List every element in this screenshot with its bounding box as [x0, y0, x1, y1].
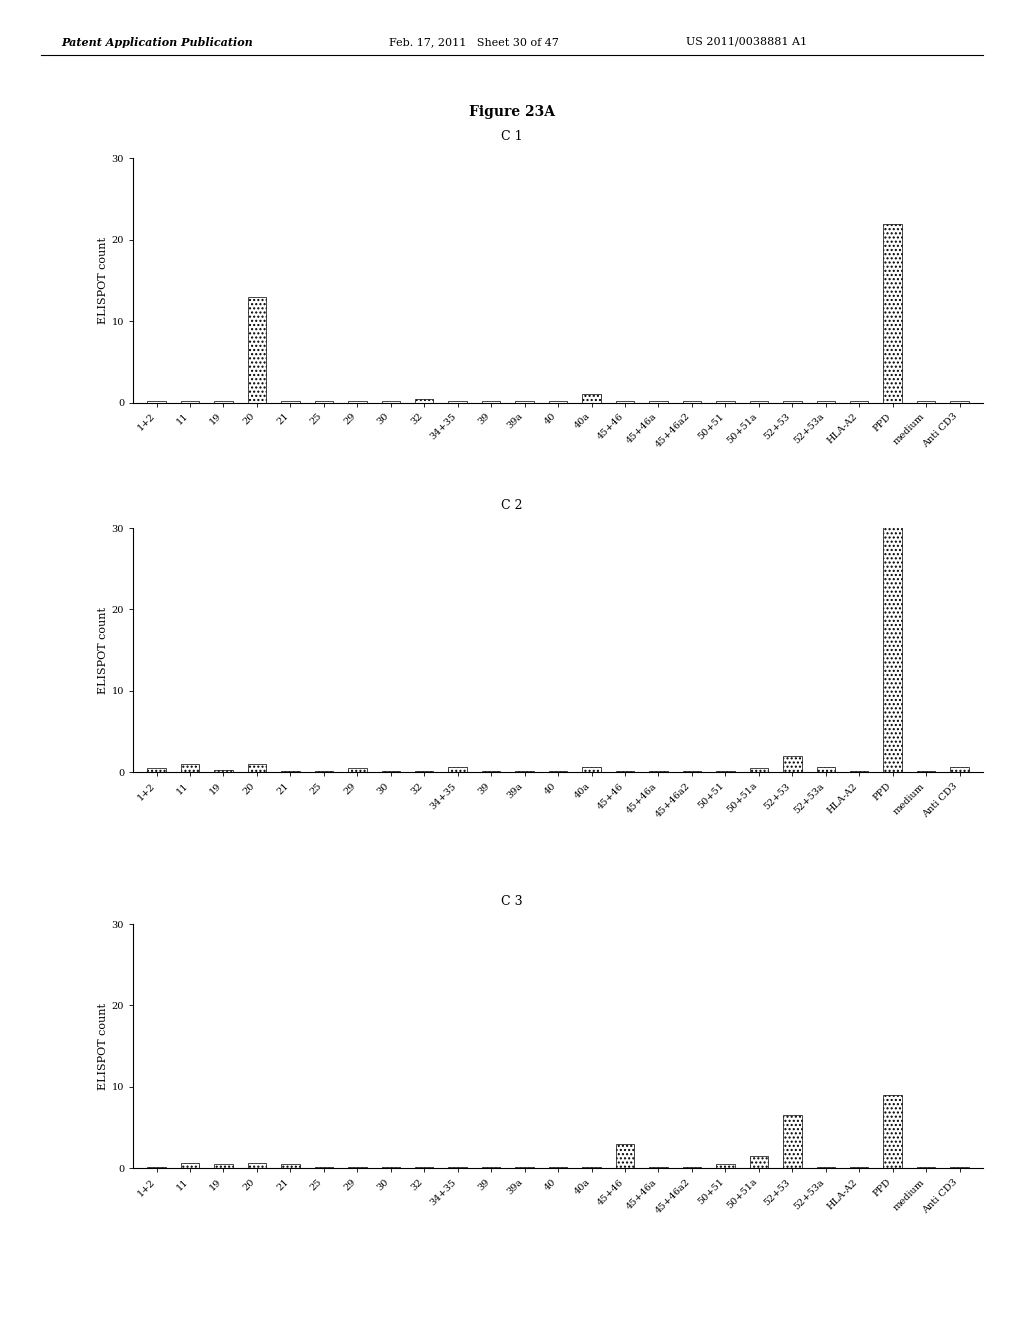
Bar: [716, 401, 734, 403]
Bar: [716, 771, 734, 772]
Bar: [348, 768, 367, 772]
Bar: [282, 771, 300, 772]
Bar: [515, 771, 534, 772]
Bar: [615, 401, 634, 403]
Bar: [348, 1167, 367, 1168]
Bar: [382, 1167, 400, 1168]
Bar: [783, 401, 802, 403]
Bar: [816, 401, 835, 403]
Bar: [916, 401, 935, 403]
Bar: [583, 767, 601, 772]
Bar: [683, 1167, 701, 1168]
Bar: [816, 1167, 835, 1168]
Bar: [181, 1163, 200, 1168]
Bar: [181, 764, 200, 772]
Bar: [449, 1167, 467, 1168]
Bar: [683, 771, 701, 772]
Bar: [449, 767, 467, 772]
Bar: [783, 1115, 802, 1168]
Bar: [214, 401, 232, 403]
Bar: [649, 401, 668, 403]
Bar: [181, 401, 200, 403]
Bar: [482, 771, 501, 772]
Bar: [415, 1167, 433, 1168]
Bar: [314, 401, 333, 403]
Bar: [415, 400, 433, 403]
Bar: [950, 767, 969, 772]
Bar: [147, 401, 166, 403]
Bar: [147, 1167, 166, 1168]
Bar: [916, 1167, 935, 1168]
Bar: [515, 401, 534, 403]
Bar: [850, 401, 868, 403]
Bar: [750, 1156, 768, 1168]
Y-axis label: ELISPOT count: ELISPOT count: [97, 1003, 108, 1089]
Bar: [482, 1167, 501, 1168]
Bar: [583, 1167, 601, 1168]
Bar: [482, 401, 501, 403]
Text: C 1: C 1: [501, 129, 523, 143]
Text: Figure 23A: Figure 23A: [469, 106, 555, 119]
Bar: [783, 756, 802, 772]
Bar: [950, 1167, 969, 1168]
Text: Feb. 17, 2011   Sheet 30 of 47: Feb. 17, 2011 Sheet 30 of 47: [389, 37, 559, 48]
Bar: [916, 771, 935, 772]
Bar: [415, 771, 433, 772]
Bar: [147, 768, 166, 772]
Bar: [750, 768, 768, 772]
Bar: [314, 1167, 333, 1168]
Bar: [515, 1167, 534, 1168]
Bar: [314, 771, 333, 772]
Bar: [449, 401, 467, 403]
Text: C 2: C 2: [502, 499, 522, 512]
Bar: [282, 1164, 300, 1168]
Bar: [549, 401, 567, 403]
Bar: [816, 767, 835, 772]
Bar: [683, 401, 701, 403]
Bar: [950, 401, 969, 403]
Text: C 3: C 3: [501, 895, 523, 908]
Bar: [850, 771, 868, 772]
Y-axis label: ELISPOT count: ELISPOT count: [97, 238, 108, 323]
Text: US 2011/0038881 A1: US 2011/0038881 A1: [686, 37, 807, 48]
Bar: [615, 771, 634, 772]
Bar: [549, 771, 567, 772]
Bar: [884, 1096, 902, 1168]
Bar: [649, 771, 668, 772]
Bar: [884, 223, 902, 403]
Bar: [248, 297, 266, 403]
Bar: [282, 401, 300, 403]
Bar: [248, 1163, 266, 1168]
Bar: [615, 1143, 634, 1168]
Bar: [649, 1167, 668, 1168]
Bar: [382, 771, 400, 772]
Bar: [884, 520, 902, 772]
Bar: [248, 764, 266, 772]
Bar: [850, 1167, 868, 1168]
Text: Patent Application Publication: Patent Application Publication: [61, 37, 253, 48]
Bar: [382, 401, 400, 403]
Bar: [214, 1164, 232, 1168]
Bar: [716, 1164, 734, 1168]
Bar: [750, 401, 768, 403]
Bar: [348, 401, 367, 403]
Bar: [583, 395, 601, 403]
Y-axis label: ELISPOT count: ELISPOT count: [97, 607, 108, 693]
Bar: [214, 770, 232, 772]
Bar: [549, 1167, 567, 1168]
